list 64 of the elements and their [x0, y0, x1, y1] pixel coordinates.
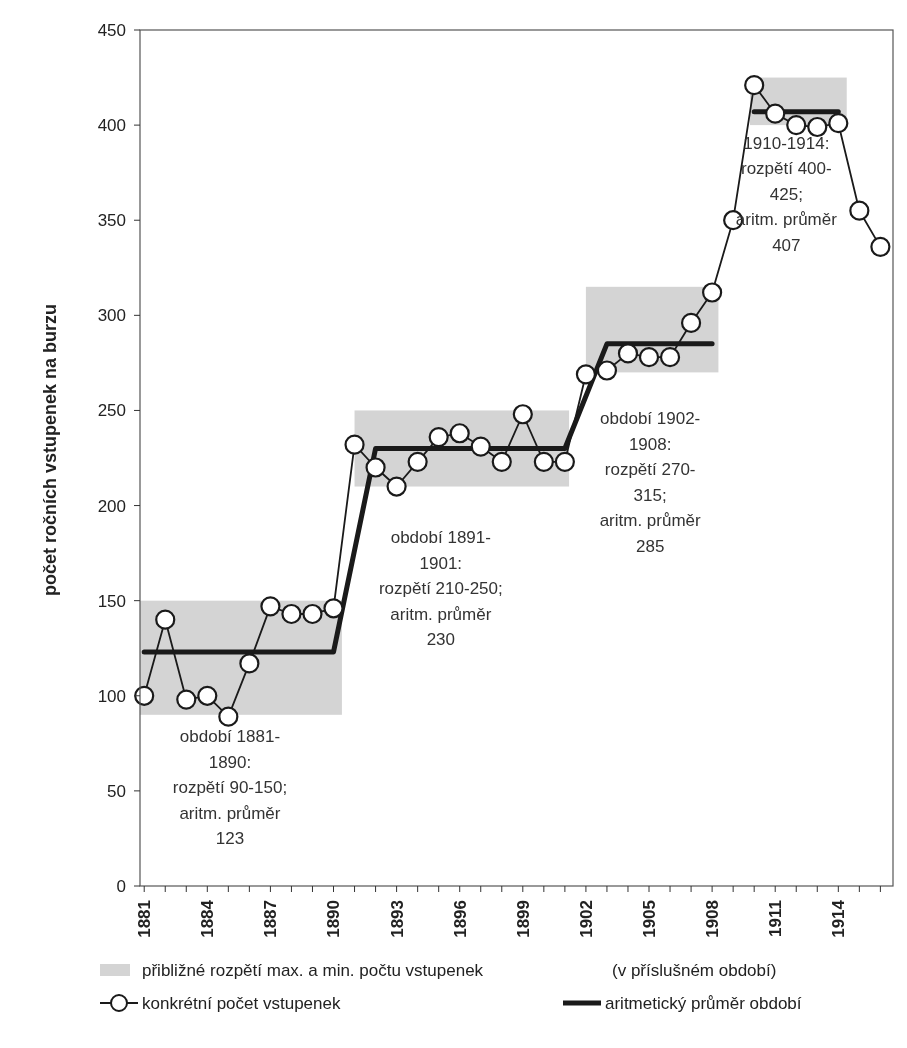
point [449, 423, 470, 444]
point [680, 312, 702, 334]
point [638, 347, 660, 368]
point [407, 451, 428, 472]
text: přibližné rozpětí max. a min. počtu vstupenek [142, 960, 484, 980]
point [323, 598, 344, 619]
point [512, 404, 533, 425]
point [807, 116, 828, 138]
point [239, 653, 260, 674]
point [302, 603, 323, 625]
point [176, 689, 197, 710]
x-tick-label: 1881 [135, 900, 155, 938]
x-tick-label: 1899 [513, 900, 533, 938]
point [533, 451, 554, 472]
x-tick-label: 1896 [450, 900, 470, 938]
point [554, 451, 575, 472]
point [470, 436, 491, 457]
y-tick-label: 250 [97, 401, 126, 421]
y-tick-label: 350 [97, 211, 126, 231]
y-tick-label: 200 [97, 496, 126, 516]
point [428, 426, 449, 448]
y-axis-title: počet ročních vstupenek na burzu [40, 303, 60, 597]
x-tick-label: 1908 [703, 900, 723, 938]
y-tick-label: 150 [97, 591, 126, 611]
band-label: období 1902- 1908: rozpětí 270- 315; aritm. průměr 285 [599, 409, 702, 556]
point [575, 364, 597, 385]
point [491, 451, 512, 472]
point [197, 685, 218, 706]
y-tick-label: 400 [97, 116, 126, 136]
x-tick-label: 1914 [829, 899, 849, 938]
point [281, 603, 302, 625]
point [260, 596, 281, 617]
point [744, 75, 765, 96]
point [386, 476, 407, 497]
band-label: období 1881- 1890: rozpětí 90-150; aritm. průměr 123 [172, 727, 288, 849]
x-tick-label: 1902 [576, 900, 596, 938]
x-tick-label: 1911 [766, 900, 786, 937]
point [786, 115, 807, 136]
point [596, 360, 618, 381]
point [849, 200, 870, 221]
x-tick-label: 1905 [639, 900, 659, 938]
x-tick-label: 1884 [198, 899, 218, 938]
y-tick-label: 0 [116, 876, 126, 896]
legend-label: konkrétní počet vstupenek [142, 993, 341, 1013]
text: (v příslušném období) [612, 960, 777, 980]
x-tick-label: 1890 [324, 900, 344, 938]
band-label: období 1891- 1901: rozpětí 210-250; aritm. průměr 230 [378, 528, 503, 650]
point [218, 706, 239, 727]
point [765, 103, 786, 124]
y-tick-label: 50 [107, 781, 126, 801]
point [702, 282, 723, 303]
point [870, 236, 891, 257]
point [344, 434, 365, 455]
point [365, 457, 386, 478]
x-tick-label: 1887 [261, 900, 281, 938]
point [617, 343, 639, 364]
x-tick-label: 1893 [387, 900, 407, 938]
point [659, 347, 681, 368]
point [828, 113, 849, 134]
legend-label: aritmetický průměr období [605, 993, 802, 1013]
y-tick-label: 100 [97, 686, 126, 706]
y-tick-label: 300 [97, 306, 126, 326]
point [155, 609, 176, 630]
y-tick-label: 450 [97, 20, 126, 40]
